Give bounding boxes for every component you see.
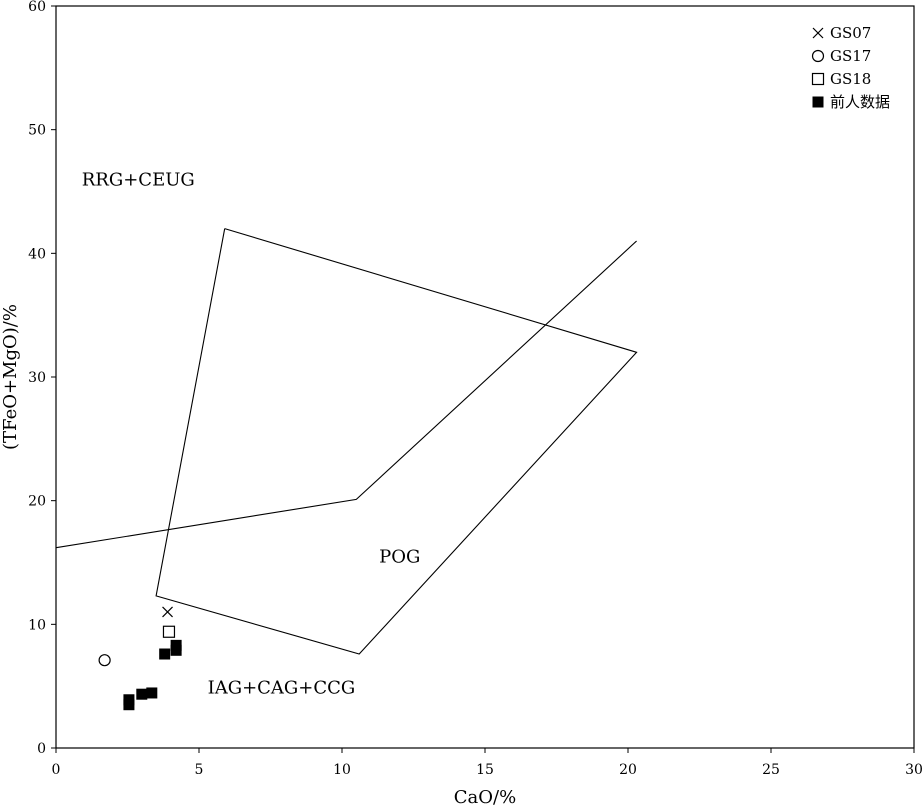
y-axis-title: (TFeO+MgO)/% bbox=[0, 304, 21, 450]
x-tick-label: 20 bbox=[619, 762, 637, 778]
legend-label: GS18 bbox=[830, 70, 871, 88]
data-point bbox=[98, 654, 111, 667]
x-tick-label: 15 bbox=[476, 762, 494, 778]
x-tick-label: 0 bbox=[52, 762, 61, 778]
y-tick-label: 40 bbox=[28, 246, 46, 262]
boundary-line-2 bbox=[155, 228, 638, 655]
x-axis-title: CaO/% bbox=[454, 787, 516, 806]
data-point bbox=[146, 687, 158, 699]
x-tick-label: 10 bbox=[333, 762, 351, 778]
region-label: RRG+CEUG bbox=[82, 169, 195, 190]
legend-marker bbox=[811, 49, 825, 63]
x-tick-label: 30 bbox=[905, 762, 923, 778]
y-tick-label: 60 bbox=[28, 0, 46, 15]
legend-marker bbox=[812, 27, 824, 39]
region-label: POG bbox=[379, 547, 420, 568]
data-point bbox=[123, 694, 135, 706]
points-layer bbox=[98, 606, 182, 711]
data-point bbox=[170, 639, 182, 651]
legend: GS07 GS17 GS18 前人数据 bbox=[811, 24, 890, 111]
legend-label: GS07 bbox=[830, 24, 871, 42]
data-point bbox=[162, 606, 173, 618]
legend-marker-stroke-b bbox=[812, 27, 824, 39]
y-tick-label: 50 bbox=[28, 123, 46, 139]
y-tick-label: 0 bbox=[37, 741, 46, 757]
plot-frame bbox=[55, 5, 915, 749]
x-tick-label: 5 bbox=[195, 762, 204, 778]
data-point-stroke-b bbox=[162, 606, 173, 618]
y-tick-label: 20 bbox=[28, 494, 46, 510]
axes-layer: 0 5 10 15 20 25 30 0 10 20 30 40 50 60 bbox=[28, 0, 923, 778]
boundary-line-1 bbox=[55, 240, 637, 549]
y-tick-label: 30 bbox=[28, 370, 46, 386]
y-tick-label: 10 bbox=[28, 617, 46, 633]
x-tick-label: 25 bbox=[762, 762, 780, 778]
data-point bbox=[159, 648, 171, 660]
legend-label: 前人数据 bbox=[830, 93, 890, 111]
region-label: IAG+CAG+CCG bbox=[208, 678, 356, 699]
annotation-layer: RRG+CEUG POG IAG+CAG+CCG bbox=[82, 169, 421, 698]
legend-marker bbox=[811, 72, 825, 86]
legend-label: GS17 bbox=[830, 47, 871, 65]
data-point bbox=[136, 688, 148, 700]
legend-marker bbox=[812, 96, 824, 108]
data-point bbox=[162, 625, 176, 638]
boundary-layer bbox=[55, 228, 638, 655]
